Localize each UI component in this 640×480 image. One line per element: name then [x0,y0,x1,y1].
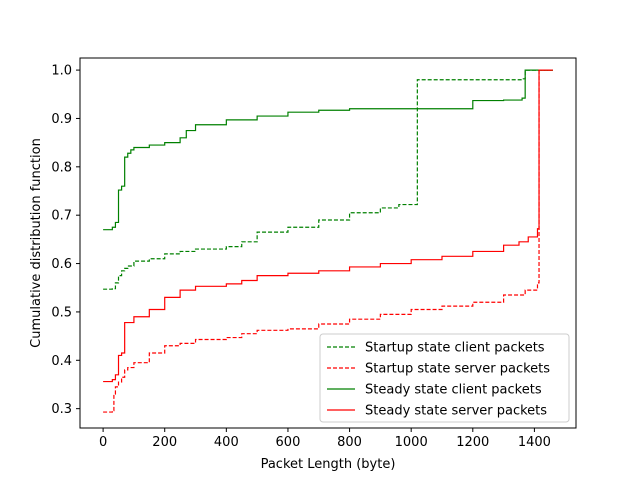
legend-label: Steady state client packets [365,383,542,398]
y-tick-label: 0.5 [51,305,72,320]
x-tick-label: 1000 [395,435,428,450]
y-tick-label: 0.4 [51,354,72,369]
x-tick-label: 1400 [518,435,551,450]
y-tick-label: 0.6 [51,257,72,272]
y-tick-label: 0.8 [51,160,72,175]
series-line-4 [103,69,553,383]
x-tick-label: 200 [152,435,177,450]
legend-label: Steady state server packets [365,404,547,419]
legend-label: Startup state server packets [365,362,550,377]
series-line-2 [103,69,553,413]
series-layer [103,69,553,413]
y-tick-label: 0.7 [51,209,72,224]
x-tick-label: 800 [337,435,362,450]
x-axis: 0 200 400 600 800 1000 1200 1400 [99,428,551,450]
x-tick-label: 600 [276,435,301,450]
series-line-3 [103,69,553,231]
y-axis: 0.3 0.4 0.5 0.6 0.7 0.8 0.9 1.0 [51,64,80,417]
legend: Startup state client packets Startup stat… [319,333,570,423]
x-tick-label: 0 [99,435,107,450]
legend-label: Startup state client packets [365,341,545,356]
plot-frame [79,57,577,429]
x-axis-label: Packet Length (byte) [261,457,396,472]
series-line-1 [103,69,553,290]
x-tick-label: 400 [214,435,239,450]
y-tick-label: 1.0 [51,64,72,79]
x-tick-label: 1200 [456,435,489,450]
y-tick-label: 0.3 [51,402,72,417]
y-tick-label: 0.9 [51,112,72,127]
y-axis-label: Cumulative distribution function [29,138,44,348]
legend-box [319,333,570,423]
